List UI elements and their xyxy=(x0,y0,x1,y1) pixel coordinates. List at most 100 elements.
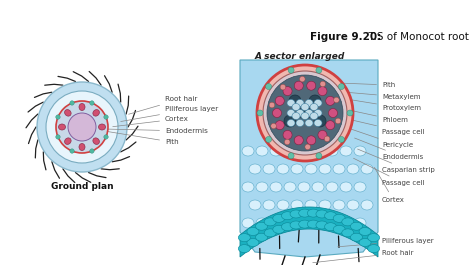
Circle shape xyxy=(328,108,337,117)
Text: Figure 9.20:: Figure 9.20: xyxy=(310,32,381,42)
Circle shape xyxy=(318,87,327,96)
Circle shape xyxy=(288,67,294,73)
Circle shape xyxy=(294,136,303,145)
Ellipse shape xyxy=(368,245,380,253)
Ellipse shape xyxy=(290,221,302,229)
Ellipse shape xyxy=(284,218,296,228)
Ellipse shape xyxy=(298,218,310,228)
Ellipse shape xyxy=(333,214,345,222)
Circle shape xyxy=(90,149,94,153)
Circle shape xyxy=(283,130,292,139)
Ellipse shape xyxy=(333,225,345,233)
Ellipse shape xyxy=(299,220,310,228)
Circle shape xyxy=(307,81,316,90)
Ellipse shape xyxy=(326,182,338,192)
Ellipse shape xyxy=(242,218,254,228)
Ellipse shape xyxy=(354,182,366,192)
Ellipse shape xyxy=(354,218,366,228)
Ellipse shape xyxy=(333,200,345,210)
Circle shape xyxy=(104,135,108,139)
Text: Root hair: Root hair xyxy=(128,96,197,114)
Ellipse shape xyxy=(361,164,373,174)
Ellipse shape xyxy=(305,120,313,126)
Ellipse shape xyxy=(316,221,328,229)
Circle shape xyxy=(316,153,322,159)
Ellipse shape xyxy=(342,218,354,226)
Ellipse shape xyxy=(325,212,337,220)
Ellipse shape xyxy=(247,238,259,246)
Ellipse shape xyxy=(273,214,285,222)
Ellipse shape xyxy=(270,182,282,192)
Ellipse shape xyxy=(238,234,250,242)
Text: Pith: Pith xyxy=(95,129,179,145)
Ellipse shape xyxy=(354,146,366,156)
Text: Pericycle: Pericycle xyxy=(347,128,413,148)
Circle shape xyxy=(104,115,108,119)
Ellipse shape xyxy=(255,222,267,230)
Ellipse shape xyxy=(247,227,259,236)
Ellipse shape xyxy=(342,229,354,237)
Ellipse shape xyxy=(307,209,319,217)
Ellipse shape xyxy=(305,200,317,210)
Ellipse shape xyxy=(58,124,65,130)
Circle shape xyxy=(90,101,94,105)
Ellipse shape xyxy=(292,104,300,111)
Circle shape xyxy=(257,65,353,161)
Ellipse shape xyxy=(310,113,318,120)
Ellipse shape xyxy=(340,146,352,156)
Ellipse shape xyxy=(361,200,373,210)
Circle shape xyxy=(273,108,282,117)
Circle shape xyxy=(335,118,341,124)
Ellipse shape xyxy=(79,104,85,111)
Ellipse shape xyxy=(312,146,324,156)
Circle shape xyxy=(300,76,305,82)
Ellipse shape xyxy=(333,164,345,174)
Ellipse shape xyxy=(282,212,293,220)
Circle shape xyxy=(275,96,284,105)
Circle shape xyxy=(267,75,343,151)
Circle shape xyxy=(284,139,290,145)
Circle shape xyxy=(56,101,108,153)
Ellipse shape xyxy=(270,218,282,228)
Circle shape xyxy=(68,113,96,141)
Circle shape xyxy=(314,115,326,127)
Text: Phloem: Phloem xyxy=(337,108,408,123)
Circle shape xyxy=(294,81,303,90)
Ellipse shape xyxy=(93,110,100,116)
Text: Endodermis: Endodermis xyxy=(355,138,423,160)
Text: A sector enlarged: A sector enlarged xyxy=(255,52,345,61)
Ellipse shape xyxy=(305,109,313,117)
Circle shape xyxy=(299,107,311,119)
Ellipse shape xyxy=(301,113,309,120)
Ellipse shape xyxy=(314,120,322,126)
Ellipse shape xyxy=(296,109,304,117)
Ellipse shape xyxy=(256,218,268,228)
Ellipse shape xyxy=(359,238,371,246)
Circle shape xyxy=(46,91,118,163)
Text: Ground plan: Ground plan xyxy=(51,182,113,191)
Circle shape xyxy=(280,84,286,90)
Ellipse shape xyxy=(368,234,380,242)
Circle shape xyxy=(70,101,74,105)
Circle shape xyxy=(309,95,321,107)
Ellipse shape xyxy=(99,124,106,130)
Ellipse shape xyxy=(79,144,85,151)
Ellipse shape xyxy=(305,99,313,107)
Ellipse shape xyxy=(255,233,267,241)
Circle shape xyxy=(269,102,275,108)
Text: Casparian strip: Casparian strip xyxy=(357,149,435,173)
Circle shape xyxy=(70,149,74,153)
Text: Protoxylem: Protoxylem xyxy=(343,98,421,111)
Circle shape xyxy=(324,136,330,142)
Ellipse shape xyxy=(238,245,250,253)
Ellipse shape xyxy=(326,146,338,156)
Circle shape xyxy=(275,121,284,130)
Ellipse shape xyxy=(93,138,100,144)
Ellipse shape xyxy=(298,182,310,192)
Circle shape xyxy=(265,136,272,143)
Ellipse shape xyxy=(64,138,71,144)
Ellipse shape xyxy=(287,120,295,126)
Ellipse shape xyxy=(277,200,289,210)
Ellipse shape xyxy=(284,146,296,156)
Polygon shape xyxy=(240,60,378,257)
